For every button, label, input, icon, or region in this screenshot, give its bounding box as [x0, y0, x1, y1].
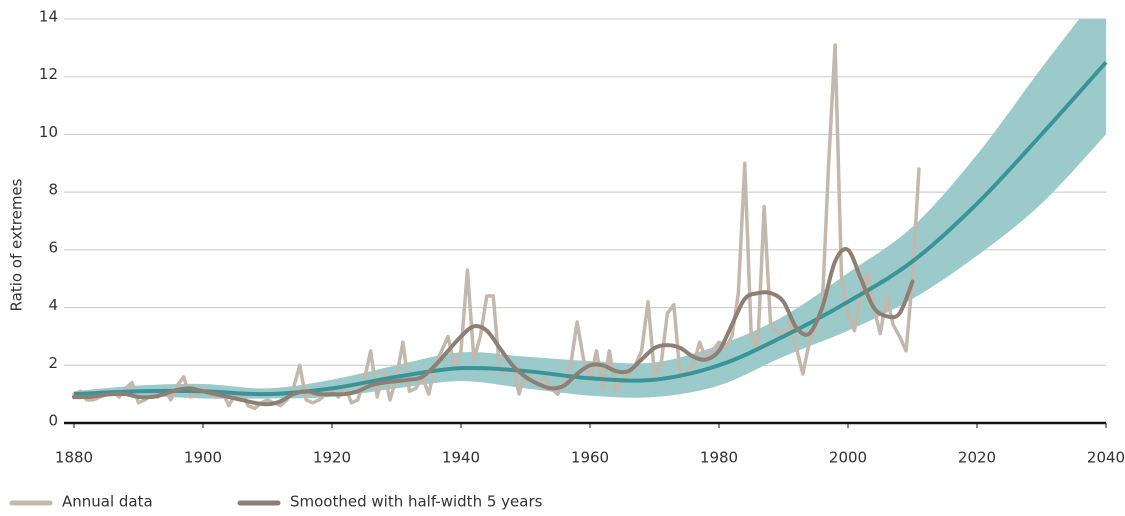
x-tick-label: 1960: [571, 449, 609, 467]
y-tick-label: 6: [48, 238, 58, 256]
x-tick-label: 2040: [1087, 449, 1125, 467]
legend: Annual data Smoothed with half-width 5 ye…: [9, 493, 543, 511]
line-layer: [72, 43, 1108, 411]
y-tick-label: 8: [48, 181, 58, 199]
x-tick-label: 2020: [958, 449, 996, 467]
x-tick-label: 1940: [442, 449, 480, 467]
x-tick-label: 1920: [313, 449, 351, 467]
y-axis-label: Ratio of extremes: [8, 178, 26, 311]
x-tick-label: 1980: [700, 449, 738, 467]
y-tick-label: 4: [48, 296, 58, 314]
x-tick-label: 1900: [184, 449, 222, 467]
series-line: [72, 43, 921, 411]
y-tick-label: 2: [48, 354, 58, 372]
legend-label: Smoothed with half-width 5 years: [290, 493, 543, 511]
trend-line: [73, 60, 1108, 397]
y-tick-label: 14: [39, 8, 58, 26]
y-tick-label: 12: [39, 65, 58, 83]
legend-label: Annual data: [62, 493, 153, 511]
y-tick-label: 10: [39, 123, 58, 141]
series-line: [72, 247, 915, 407]
uncertainty-band: [74, 19, 1106, 399]
x-tick-label: 2000: [829, 449, 867, 467]
x-tick-label: 1880: [55, 449, 93, 467]
band-layer: [74, 19, 1106, 399]
y-tick-label: 0: [48, 412, 58, 430]
